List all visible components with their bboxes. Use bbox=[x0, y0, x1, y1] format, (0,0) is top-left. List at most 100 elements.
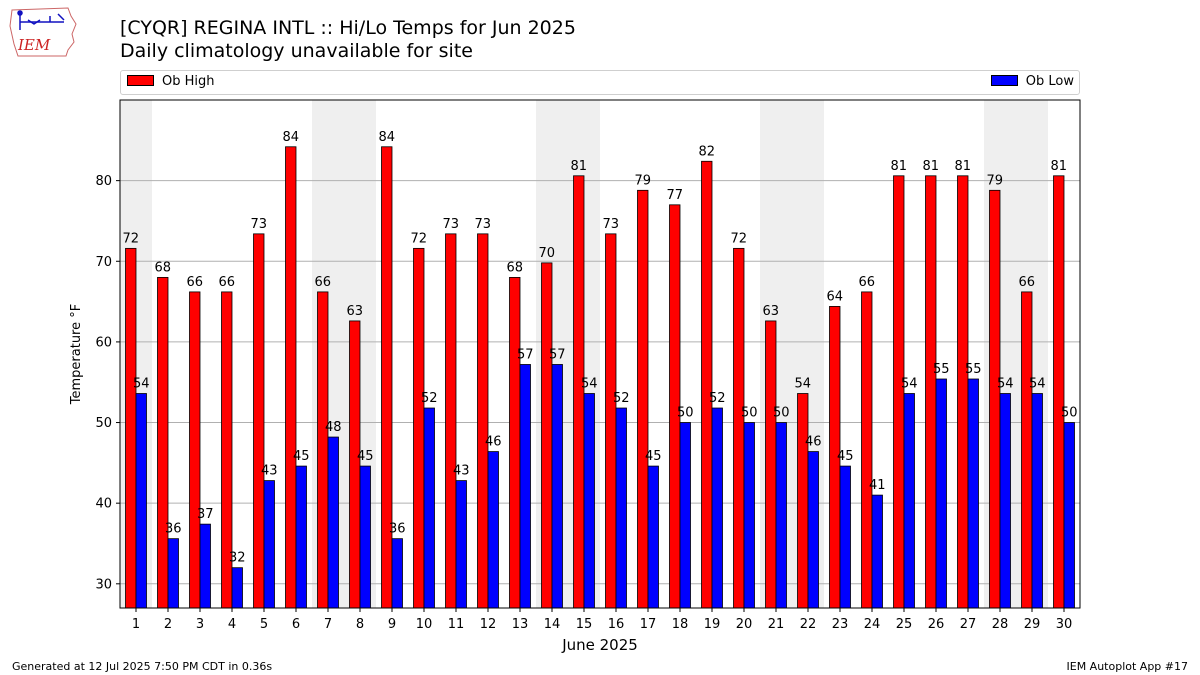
bar-label-low: 55 bbox=[933, 362, 950, 377]
bar-label-low: 52 bbox=[613, 391, 630, 406]
x-tick-label: 23 bbox=[832, 617, 849, 632]
bar-low bbox=[1063, 422, 1075, 609]
bar-label-low: 52 bbox=[709, 391, 726, 406]
bar-low bbox=[167, 538, 179, 609]
bar-label-low: 45 bbox=[645, 449, 662, 464]
x-tick-label: 30 bbox=[1056, 617, 1073, 632]
bar-high bbox=[509, 276, 521, 609]
x-tick-label: 27 bbox=[960, 617, 977, 632]
bar-low bbox=[519, 364, 531, 609]
bar-label-high: 63 bbox=[762, 304, 779, 319]
bar-high bbox=[285, 146, 297, 609]
logo-text: IEM bbox=[17, 36, 51, 54]
bar-label-low: 41 bbox=[869, 478, 886, 493]
bar-label-high: 70 bbox=[538, 246, 555, 261]
bar-low bbox=[1031, 393, 1043, 609]
bar-label-low: 50 bbox=[773, 406, 790, 421]
bar-low bbox=[807, 451, 819, 609]
x-tick-label: 26 bbox=[928, 617, 945, 632]
bar-high bbox=[797, 393, 809, 609]
bar-high bbox=[861, 291, 873, 609]
bar-label-low: 48 bbox=[325, 420, 342, 435]
x-tick-label: 13 bbox=[512, 617, 529, 632]
bar-label-high: 54 bbox=[794, 377, 811, 392]
bar-label-high: 82 bbox=[698, 144, 715, 159]
x-tick-label: 1 bbox=[132, 617, 140, 632]
x-tick-label: 16 bbox=[608, 617, 625, 632]
chart-subtitle: Daily climatology unavailable for site bbox=[120, 40, 473, 62]
footer-generated: Generated at 12 Jul 2025 7:50 PM CDT in … bbox=[12, 660, 273, 673]
bar-high bbox=[701, 160, 713, 609]
bar-high bbox=[349, 320, 361, 609]
bar-label-high: 68 bbox=[154, 260, 171, 275]
legend: Ob High Ob Low bbox=[120, 70, 1080, 95]
legend-swatch-low bbox=[990, 75, 1018, 86]
bar-label-high: 73 bbox=[442, 217, 459, 232]
x-tick-label: 3 bbox=[196, 617, 204, 632]
x-tick-label: 6 bbox=[292, 617, 300, 632]
legend-item-low: Ob Low bbox=[990, 74, 1074, 89]
bar-low bbox=[135, 393, 147, 609]
bar-label-low: 50 bbox=[1061, 406, 1078, 421]
bar-label-high: 81 bbox=[954, 159, 971, 174]
bar-label-low: 32 bbox=[229, 551, 246, 566]
bar-low bbox=[903, 393, 915, 609]
x-tick-label: 15 bbox=[576, 617, 593, 632]
x-tick-label: 29 bbox=[1024, 617, 1041, 632]
bar-label-low: 45 bbox=[293, 449, 310, 464]
bar-low bbox=[743, 422, 755, 609]
bar-label-low: 43 bbox=[453, 464, 470, 479]
bar-low bbox=[999, 393, 1011, 609]
bar-label-high: 73 bbox=[602, 217, 619, 232]
bar-label-low: 54 bbox=[133, 377, 150, 392]
bar-label-low: 55 bbox=[965, 362, 982, 377]
bar-high bbox=[125, 247, 137, 609]
bar-label-high: 72 bbox=[410, 231, 427, 246]
y-tick-label: 30 bbox=[95, 577, 112, 592]
bar-high bbox=[381, 146, 393, 609]
bar-low bbox=[583, 393, 595, 609]
bar-label-low: 57 bbox=[517, 347, 534, 362]
bar-label-high: 72 bbox=[122, 231, 139, 246]
bar-label-low: 45 bbox=[837, 449, 854, 464]
y-tick-label: 40 bbox=[95, 497, 112, 512]
y-tick-label: 70 bbox=[95, 255, 112, 270]
bar-label-low: 36 bbox=[165, 522, 182, 537]
bar-label-high: 81 bbox=[1050, 159, 1067, 174]
chart-title: [CYQR] REGINA INTL :: Hi/Lo Temps for Ju… bbox=[120, 17, 576, 39]
bar-label-low: 54 bbox=[901, 377, 918, 392]
bar-low bbox=[327, 436, 339, 609]
bar-high bbox=[477, 233, 489, 609]
x-tick-label: 12 bbox=[480, 617, 497, 632]
y-tick-label: 50 bbox=[95, 416, 112, 431]
legend-label-low: Ob Low bbox=[1025, 74, 1074, 89]
bar-label-high: 84 bbox=[378, 130, 395, 145]
x-tick-label: 4 bbox=[228, 617, 236, 632]
bar-label-low: 50 bbox=[677, 406, 694, 421]
iem-logo: IEM bbox=[9, 7, 77, 57]
x-tick-label: 7 bbox=[324, 617, 332, 632]
bar-low bbox=[711, 407, 723, 609]
bar-high bbox=[157, 276, 169, 609]
legend-swatch-high bbox=[127, 75, 154, 86]
bar-high bbox=[413, 247, 425, 609]
bar-label-low: 50 bbox=[741, 406, 758, 421]
bar-label-high: 81 bbox=[922, 159, 939, 174]
bar-label-high: 73 bbox=[250, 217, 267, 232]
x-tick-label: 5 bbox=[260, 617, 268, 632]
y-axis-label: Temperature °F bbox=[69, 304, 84, 405]
weather-station-icon bbox=[17, 10, 65, 30]
bar-label-high: 81 bbox=[570, 159, 587, 174]
bar-low bbox=[871, 494, 883, 609]
bar-high bbox=[733, 247, 745, 609]
bar-label-low: 54 bbox=[581, 377, 598, 392]
bar-low bbox=[551, 364, 563, 609]
plot-frame bbox=[119, 99, 1081, 609]
bar-label-low: 36 bbox=[389, 522, 406, 537]
bar-high bbox=[765, 320, 777, 609]
bar-low bbox=[839, 465, 851, 609]
bar-high bbox=[637, 189, 649, 609]
x-tick-label: 28 bbox=[992, 617, 1009, 632]
bar-high bbox=[605, 233, 617, 609]
